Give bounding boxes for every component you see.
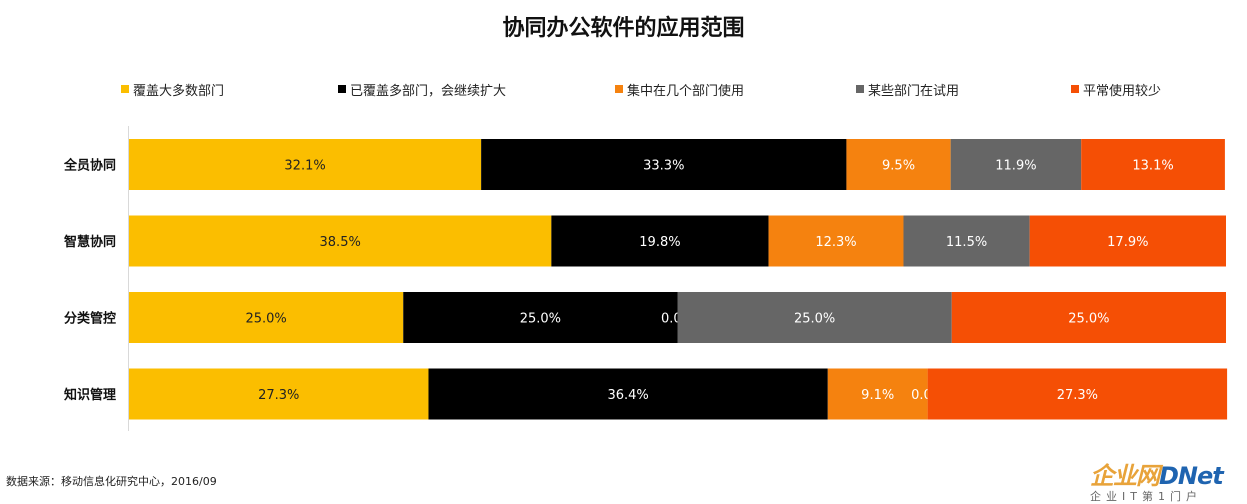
category-label: 全员协同 [63, 158, 116, 174]
bar-segment [481, 139, 847, 190]
data-label: 25.0% [794, 312, 835, 327]
bar-segment [129, 368, 429, 420]
legend-label: 平常使用较少 [1083, 83, 1162, 99]
source-note: 数据来源：移动信息化研究中心，2016/09 [6, 475, 217, 488]
bar-segment [129, 292, 404, 343]
bar-segment [927, 368, 1228, 420]
data-label: 36.4% [607, 388, 648, 403]
legend-item: 集中在几个部门使用 [615, 78, 744, 100]
legend-label: 覆盖大多数部门 [133, 83, 225, 99]
bar-segment [1029, 215, 1226, 267]
data-label: 33.3% [643, 159, 684, 174]
legend-item: 已覆盖多部门，会继续扩大 [338, 78, 506, 100]
bar-segment [951, 292, 1226, 343]
legend-swatch [615, 85, 623, 93]
logo-tagline: 企业IT第1门户 [1090, 490, 1202, 503]
data-label: 25.0% [245, 312, 286, 327]
legend-item: 某些部门在试用 [856, 78, 959, 100]
legend-item: 覆盖大多数部门 [121, 78, 224, 100]
data-label: 17.9% [1107, 235, 1148, 250]
bar-segment [846, 139, 951, 190]
legend-swatch [1071, 85, 1079, 93]
data-label: 27.3% [1057, 388, 1098, 403]
data-label: 32.1% [284, 159, 325, 174]
data-label: 25.0% [520, 312, 561, 327]
data-label: 9.1% [861, 388, 894, 403]
legend-label: 集中在几个部门使用 [627, 83, 745, 99]
legend-swatch [856, 85, 864, 93]
data-label: 9.5% [882, 159, 915, 174]
legend-swatch [121, 85, 129, 93]
chart-title: 协同办公软件的应用范围 [502, 16, 745, 41]
category-label: 知识管理 [64, 387, 116, 403]
legend-swatch [338, 85, 346, 93]
data-label: 25.0% [1068, 312, 1109, 327]
category-label: 智慧协同 [64, 234, 116, 250]
bar-segment [950, 139, 1082, 190]
legend-item: 平常使用较少 [1071, 78, 1161, 100]
logo-en: DNet [1159, 462, 1224, 490]
legend: 覆盖大多数部门 已覆盖多部门，会继续扩大 集中在几个部门使用 某些部门在试用 平常使用较… [0, 78, 1247, 100]
logo-cn: 企业网 [1090, 462, 1160, 490]
bar-segment [551, 215, 769, 267]
bar-segment [903, 215, 1030, 267]
bar-segment [1081, 139, 1225, 190]
data-label: 11.5% [946, 235, 987, 250]
category-label: 分类管控 [64, 311, 116, 327]
bar-segment [768, 215, 904, 267]
bar-segment [677, 292, 952, 343]
data-label: 27.3% [258, 388, 299, 403]
bar-segment [428, 368, 828, 420]
bar-segment [403, 292, 678, 343]
bar-segment [827, 368, 928, 420]
data-label: 19.8% [639, 235, 680, 250]
bar-segment [129, 139, 482, 190]
bar-segment [129, 215, 552, 267]
data-label: 13.1% [1132, 159, 1173, 174]
data-label: 11.9% [995, 159, 1036, 174]
data-label: 12.3% [815, 235, 856, 250]
data-label: 38.5% [320, 235, 361, 250]
legend-label: 某些部门在试用 [868, 83, 960, 99]
legend-label: 已覆盖多部门，会继续扩大 [350, 83, 507, 99]
logo-wordmark: 企业网DNet [1090, 456, 1224, 491]
site-logo[interactable]: 企业网DNet 企业IT第1门户 [1090, 456, 1245, 504]
